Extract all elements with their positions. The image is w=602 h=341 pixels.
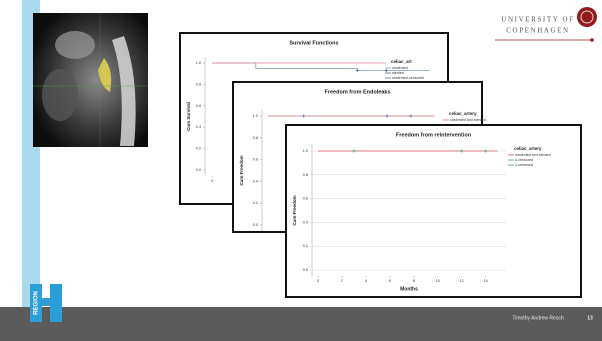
y-tick-label: 0.6 xyxy=(196,104,201,108)
legend-title: celiac_artery xyxy=(514,146,542,151)
y-tick-label: 0.2 xyxy=(253,201,258,205)
university-seal xyxy=(577,7,597,27)
chart-title: Freedom from reintervention xyxy=(396,132,472,138)
y-tick-label: 1.0 xyxy=(196,61,201,65)
y-tick-label: 0.0 xyxy=(196,168,201,172)
y-tick-label: 0.8 xyxy=(303,173,308,177)
region-text: REGION xyxy=(34,291,40,315)
y-tick-label: 0.2 xyxy=(303,244,308,248)
x-tick-label: 0 xyxy=(211,179,213,183)
x-tick-label: 14 xyxy=(484,279,488,283)
legend-entry: 0-censored xyxy=(515,158,533,162)
y-tick-label: 0.6 xyxy=(303,197,308,201)
legend-title: celiac_artery xyxy=(449,111,477,116)
y-tick-label: 1.0 xyxy=(303,149,308,153)
x-tick-label: 12 xyxy=(460,279,464,283)
x-tick-label: 8 xyxy=(413,279,415,283)
university-name: UNIVERSITY OF xyxy=(501,16,574,24)
y-tick-label: 0.6 xyxy=(253,158,258,162)
chart-title: Freedom from Endoleaks xyxy=(324,89,390,95)
chart-title: Survival Functions xyxy=(289,40,338,46)
legend-entry: unstented-censored xyxy=(392,76,424,80)
x-tick-label: 2 xyxy=(341,279,343,283)
y-axis-label: Cum Survival xyxy=(186,102,191,131)
legend-entry: stented xyxy=(392,71,404,75)
y-tick-label: 0.8 xyxy=(196,82,201,86)
footer-bar xyxy=(0,307,602,341)
x-tick-label: 6 xyxy=(389,279,391,283)
y-axis-label: Cum Freedom xyxy=(239,155,244,185)
slide: UNIVERSITY OF COPENHAGEN Timothy Andrew … xyxy=(0,0,602,341)
chart-window: Freedom from reintervention Cum Freedom 0.… xyxy=(286,125,581,297)
university-name: COPENHAGEN xyxy=(506,27,569,35)
x-tick-label: 0 xyxy=(317,279,319,283)
ct-image xyxy=(33,13,148,147)
legend-entry: unstented and stented xyxy=(450,118,486,122)
university-rule xyxy=(590,38,594,42)
y-tick-label: 0.0 xyxy=(303,268,308,272)
legend-entry: 1-censored xyxy=(515,163,533,167)
y-tick-label: 0.0 xyxy=(253,223,258,227)
footer-author: Timothy Andrew Resch xyxy=(512,315,563,321)
legend-entry: unstented and stented xyxy=(515,153,551,157)
y-axis-label: Cum Freedom xyxy=(292,195,297,225)
x-axis-label: Months xyxy=(400,286,418,292)
y-tick-label: 0.4 xyxy=(303,220,308,224)
legend-title: celiac_art xyxy=(391,59,412,64)
x-tick-label: 4 xyxy=(365,279,367,283)
x-tick-label: 10 xyxy=(436,279,440,283)
y-tick-label: 0.4 xyxy=(196,125,201,129)
y-tick-label: 0.2 xyxy=(196,147,201,151)
y-tick-label: 1.0 xyxy=(253,114,258,118)
y-tick-label: 0.8 xyxy=(253,136,258,140)
y-tick-label: 0.4 xyxy=(253,179,258,183)
page-number: 13 xyxy=(587,315,593,321)
legend-entry: unstented xyxy=(392,66,408,70)
